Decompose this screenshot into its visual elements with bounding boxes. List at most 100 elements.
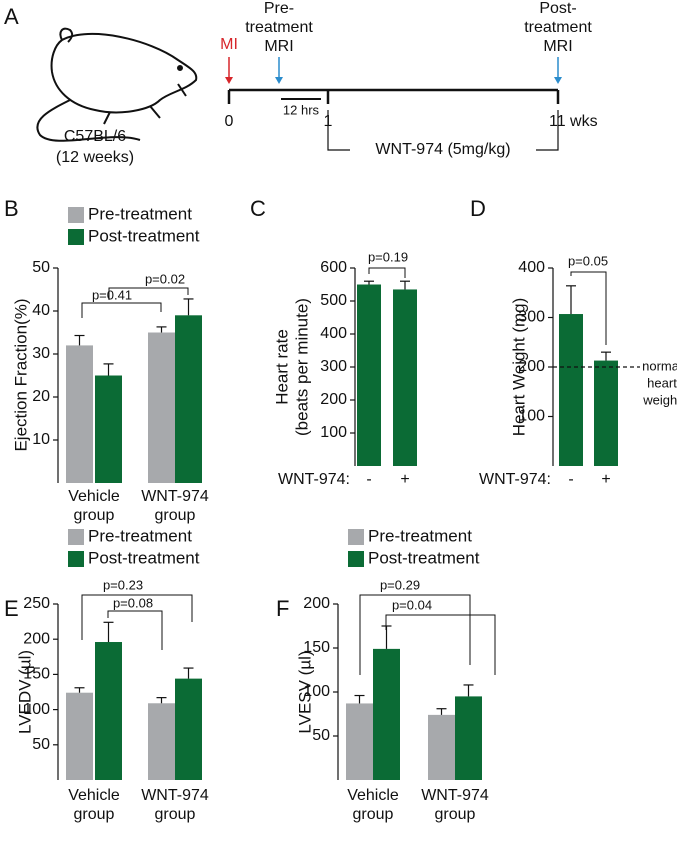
p-value: p=0.19 (368, 249, 408, 264)
significance-bracket (385, 614, 496, 675)
x-tick-label-box: Vehicle group (68, 488, 120, 524)
interval-label: 12 hrs (283, 102, 320, 117)
x-tick-label: - (568, 471, 573, 488)
legend-label: Post-treatment (368, 548, 480, 567)
y-tick-label: 50 (32, 259, 50, 276)
timeline (227, 88, 560, 151)
p-value: p=0.41 (92, 287, 132, 302)
x-tick-label: Vehicle group (68, 488, 120, 524)
y-axis-label: Ejection Fraction(%) (11, 298, 30, 451)
p-value: p=0.05 (568, 253, 608, 268)
y-tick-label: 50 (312, 727, 330, 744)
bar (428, 714, 455, 780)
bar (357, 284, 381, 466)
bar (559, 314, 583, 466)
legend-swatch (348, 551, 364, 567)
bar (393, 289, 417, 466)
mouse-icon (36, 27, 198, 142)
x-tick-label: WNT-974 group (421, 787, 489, 823)
x-tick-label-box: Vehicle group (347, 787, 399, 823)
timeline-tick: 1 (324, 113, 333, 130)
arrows (225, 57, 562, 84)
y-tick-label: 100 (320, 424, 347, 441)
p-value: p=0.23 (103, 577, 143, 592)
y-tick-label: 150 (23, 666, 50, 683)
event-label: treatment (245, 19, 313, 36)
y-tick-label: 200 (320, 391, 347, 408)
y-tick-label: 100 (518, 408, 545, 425)
y-tick-label: 600 (320, 259, 347, 276)
significance-bracket (81, 302, 162, 318)
significance-bracket (81, 594, 193, 640)
y-tick-label: 50 (32, 736, 50, 753)
legend-swatch (68, 529, 84, 545)
legend-label: Pre-treatment (368, 526, 472, 545)
legend-swatch (348, 529, 364, 545)
age-label: (12 weeks) (56, 149, 134, 166)
y-axis-label: LVEDV (µl) (15, 650, 34, 734)
x-tick-label: WNT-974 group (141, 488, 209, 524)
x-axis-label: WNT-974: (278, 471, 350, 488)
panel-letter: E (4, 596, 19, 621)
x-axis-label: WNT-974: (479, 471, 551, 488)
y-tick-label: 400 (320, 325, 347, 342)
bar (346, 703, 373, 780)
y-axis-label: Heart rate (272, 329, 291, 405)
event-label: MRI (264, 38, 293, 55)
y-tick-label: 200 (303, 595, 330, 612)
strain-label: C57BL/6 (64, 128, 126, 145)
y-tick-label: 400 (518, 259, 545, 276)
x-tick-label: - (366, 471, 371, 488)
bar (175, 315, 202, 483)
y-tick-label: 500 (320, 292, 347, 309)
panel-letter: C (250, 196, 266, 221)
y-tick-label: 30 (32, 345, 50, 362)
panel-letter: B (4, 196, 19, 221)
p-value: p=0.29 (380, 577, 420, 592)
bar (95, 642, 122, 780)
p-value: p=0.08 (113, 595, 153, 610)
bar (175, 678, 202, 780)
significance-bracket (359, 594, 471, 675)
event-label: MRI (543, 38, 572, 55)
significance-bracket (108, 287, 189, 300)
legend-swatch (68, 207, 84, 223)
legend-label: Pre-treatment (88, 526, 192, 545)
x-tick-label: + (400, 471, 409, 488)
y-tick-label: 100 (23, 701, 50, 718)
y-tick-label: 10 (32, 431, 50, 448)
legend-label: Post-treatment (88, 226, 200, 245)
y-tick-label: 300 (320, 358, 347, 375)
y-tick-label: 20 (32, 388, 50, 405)
timeline-tick: 11 wks (549, 113, 598, 130)
x-tick-label: Vehicle group (68, 787, 120, 823)
bar (148, 703, 175, 780)
bar (66, 692, 93, 780)
legend-label: Pre-treatment (88, 204, 192, 223)
legend-swatch (68, 229, 84, 245)
p-value: p=0.04 (392, 597, 432, 612)
event-label: MI (220, 36, 238, 53)
y-tick-label: 300 (518, 309, 545, 326)
legend-label: Post-treatment (88, 548, 200, 567)
bar (148, 332, 175, 483)
y-tick-label: 200 (518, 358, 545, 375)
bar (373, 648, 400, 780)
bar (455, 696, 482, 780)
timeline-tick: 0 (225, 113, 234, 130)
y-axis-label: Heart Weight (mg) (509, 298, 528, 437)
bar (95, 375, 122, 483)
reference-label: normal (642, 358, 677, 373)
y-tick-label: 150 (303, 639, 330, 656)
event-label: treatment (524, 19, 592, 36)
significance-bracket (368, 267, 406, 278)
p-value: p=0.02 (145, 271, 185, 286)
x-tick-label-box: WNT-974 group (421, 787, 489, 823)
panel-letter: D (470, 196, 486, 221)
significance-bracket (570, 271, 607, 345)
y-axis-label: LVESV (µl) (295, 650, 314, 733)
y-tick-label: 100 (303, 683, 330, 700)
legend-swatch (68, 551, 84, 567)
